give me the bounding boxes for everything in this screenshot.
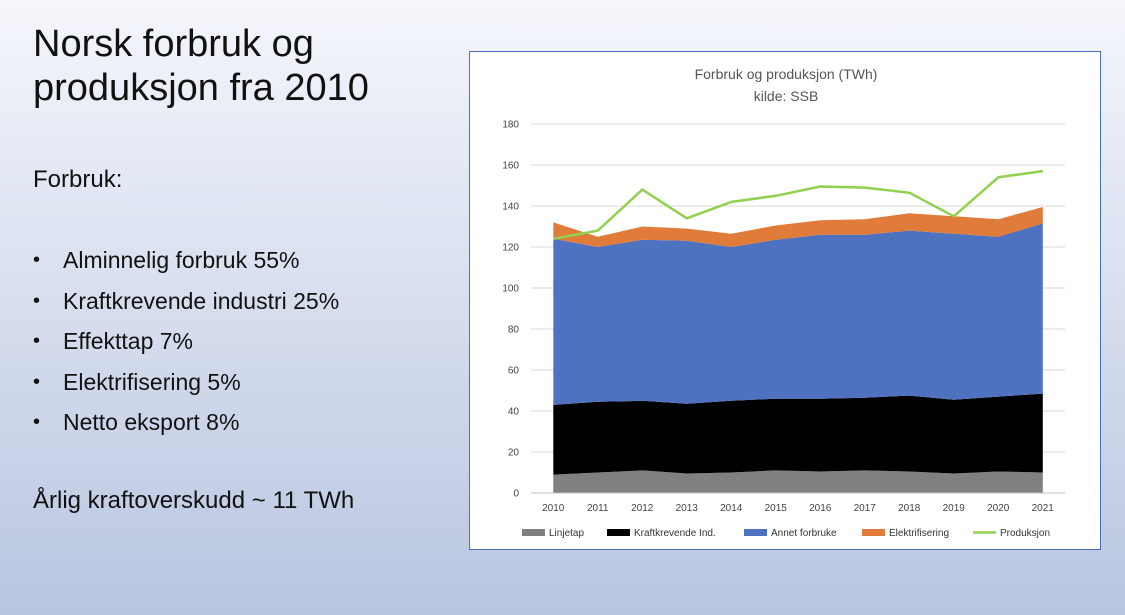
bullet-icon: • [33, 411, 41, 433]
bullet-icon: • [33, 330, 41, 352]
y-tick-label: 20 [508, 448, 520, 459]
x-tick-label: 2019 [943, 503, 966, 514]
chart-title: Forbruk og produksjon (TWh) [695, 66, 878, 82]
bullet-list: • Alminnelig forbruk 55% • Kraftkrevende i… [33, 244, 339, 447]
bullet-item: • Elektrifisering 5% [33, 366, 339, 407]
bullet-item: • Alminnelig forbruk 55% [33, 244, 339, 285]
y-tick-label: 180 [502, 120, 519, 131]
legend-label: Linjetap [549, 528, 584, 539]
legend-swatch [744, 529, 767, 536]
x-tick-label: 2011 [587, 503, 609, 514]
bullet-text: Netto eksport 8% [63, 409, 240, 435]
bullet-icon: • [33, 370, 41, 393]
bullet-item: • Effekttap 7% [33, 325, 339, 366]
bullet-icon: • [33, 249, 41, 271]
area-linjetap [553, 470, 1043, 493]
y-tick-label: 80 [508, 325, 520, 336]
section-label: Forbruk: [33, 166, 123, 193]
area-kraftkrevende-ind [553, 393, 1043, 475]
legend-swatch [607, 529, 630, 536]
area-annet-forbruke [553, 223, 1043, 405]
y-tick-label: 0 [513, 489, 519, 500]
line-series [553, 169, 1043, 241]
chart-subtitle: kilde: SSB [754, 88, 819, 104]
y-tick-label: 40 [508, 407, 520, 418]
y-tick-label: 140 [502, 202, 519, 213]
legend-label: Elektrifisering [889, 528, 949, 539]
x-tick-label: 2010 [542, 503, 565, 514]
y-tick-label: 100 [502, 284, 519, 295]
bullet-item: • Kraftkrevende industri 25% [33, 285, 339, 326]
x-tick-label: 2013 [676, 503, 699, 514]
x-tick-label: 2014 [720, 503, 743, 514]
legend-label: Kraftkrevende Ind. [634, 528, 716, 539]
y-tick-label: 120 [502, 243, 519, 254]
line-produksjon [553, 169, 1043, 241]
x-tick-label: 2020 [987, 503, 1010, 514]
slide-title: Norsk forbruk og produksjon fra 2010 [33, 23, 369, 109]
area-chart: Forbruk og produksjon (TWh) kilde: SSB 0… [502, 66, 1065, 539]
chart-panel: Forbruk og produksjon (TWh) kilde: SSB 0… [469, 51, 1101, 550]
axes: 0 20 40 60 80 100 120 140 160 180 2010 2011 2012 2013… [502, 120, 1065, 514]
legend-swatch [862, 529, 885, 536]
legend-swatch [522, 529, 545, 536]
legend-label: Produksjon [1000, 528, 1050, 539]
bullet-text: Alminnelig forbruk 55% [63, 247, 300, 273]
bullet-text: Effekttap 7% [63, 328, 193, 354]
bullet-text: Elektrifisering 5% [63, 368, 241, 395]
x-tick-label: 2018 [898, 503, 921, 514]
bullet-text: Kraftkrevende industri 25% [63, 287, 340, 314]
area-series [553, 207, 1043, 493]
x-tick-label: 2017 [854, 503, 877, 514]
y-tick-label: 160 [502, 161, 519, 172]
x-tick-label: 2012 [631, 503, 654, 514]
y-tick-label: 60 [508, 366, 520, 377]
x-tick-label: 2016 [809, 503, 832, 514]
x-tick-label: 2015 [765, 503, 788, 514]
bullet-icon: • [33, 289, 41, 312]
area-elektrifisering [553, 207, 1043, 247]
bullet-item: • Netto eksport 8% [33, 406, 339, 447]
x-tick-label: 2021 [1032, 503, 1055, 514]
summary-text: Årlig kraftoverskudd ~ 11 TWh [33, 487, 355, 514]
legend-label: Annet forbruke [771, 528, 837, 539]
legend: Linjetap Kraftkrevende Ind. Annet forbruke… [522, 528, 1050, 539]
